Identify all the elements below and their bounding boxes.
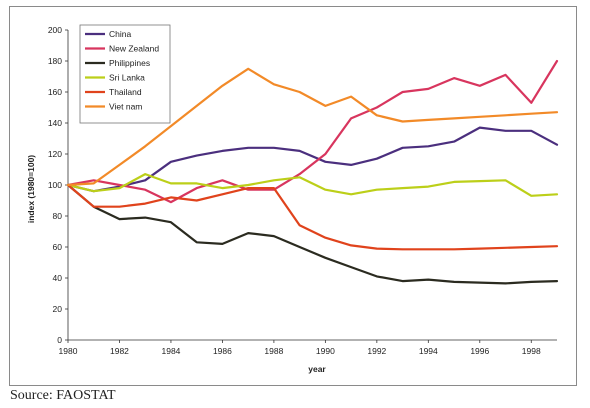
legend-label-sri-lanka: Sri Lanka (109, 73, 145, 83)
x-tick-label: 1998 (522, 346, 541, 356)
legend: China New Zealand Philippines Sri Lanka Thai… (79, 24, 171, 124)
x-tick-label: 1986 (213, 346, 232, 356)
legend-label-new-zealand: New Zealand (109, 44, 159, 54)
y-tick-label: 0 (57, 335, 62, 345)
x-tick-label: 1990 (316, 346, 335, 356)
source-note: Source: FAOSTAT (10, 388, 116, 403)
legend-label-thailand: Thailand (109, 87, 142, 97)
y-tick-label: 100 (48, 180, 62, 190)
series-line-thailand (66, 183, 559, 251)
x-tick-label: 1980 (59, 346, 78, 356)
series-line-viet-nam (66, 67, 559, 187)
y-tick-label: 140 (48, 118, 62, 128)
y-axis-title: index (1980=100) (26, 155, 36, 223)
legend-label-china: China (109, 29, 131, 39)
x-tick-label: 1982 (110, 346, 129, 356)
legend-label-philippines: Philippines (109, 58, 150, 68)
y-tick-label: 120 (48, 149, 62, 159)
x-tick-label: 1988 (264, 346, 283, 356)
x-tick-label: 1984 (161, 346, 180, 356)
y-tick-label: 60 (53, 242, 63, 252)
y-tick-label: 20 (53, 304, 63, 314)
series-lines (66, 59, 559, 285)
x-axis-title: year (308, 364, 326, 374)
y-tick-label: 160 (48, 87, 62, 97)
axes: 0 20 40 60 80 100 120 140 160 180 200 1980 1982 1984 1… (48, 25, 557, 356)
y-tick-label: 40 (53, 273, 63, 283)
x-tick-label: 1992 (367, 346, 386, 356)
y-tick-label: 200 (48, 25, 62, 35)
legend-label-viet-nam: Viet nam (109, 102, 142, 112)
chart-frame: 0 20 40 60 80 100 120 140 160 180 200 1980 1982 1984 1… (9, 6, 577, 386)
series-line-china (66, 126, 559, 193)
y-tick-label: 180 (48, 56, 62, 66)
series-line-new-zealand (66, 59, 559, 204)
y-tick-label: 80 (53, 211, 63, 221)
x-tick-label: 1996 (470, 346, 489, 356)
line-chart: 0 20 40 60 80 100 120 140 160 180 200 1980 1982 1984 1… (26, 24, 559, 374)
x-tick-label: 1994 (419, 346, 438, 356)
series-line-sri-lanka (66, 173, 559, 197)
series-line-philippines (66, 183, 559, 285)
